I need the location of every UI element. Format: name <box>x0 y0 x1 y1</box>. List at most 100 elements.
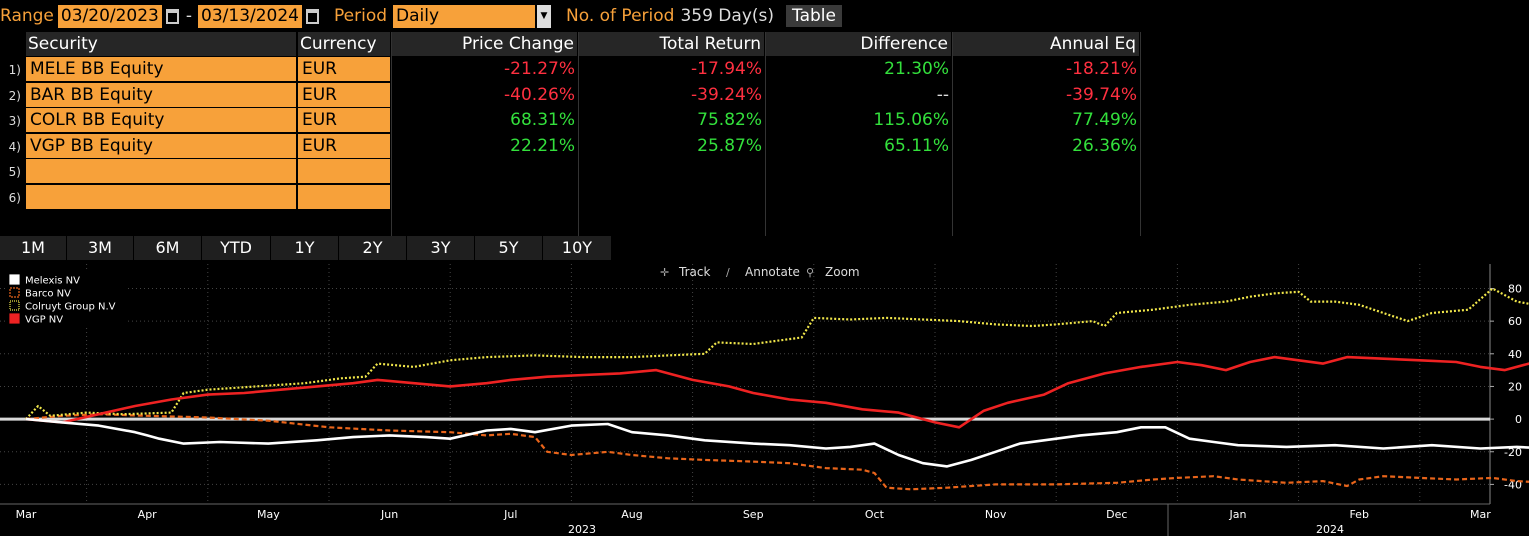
range-label: Range <box>0 6 54 26</box>
calendar-icon[interactable] <box>306 8 319 24</box>
end-date-input[interactable]: 03/13/2024 <box>198 4 302 28</box>
price-change-cell: 68.31% <box>510 110 575 130</box>
track-tool-button[interactable]: Track <box>678 265 710 279</box>
start-date-input[interactable]: 03/20/2023 <box>57 4 162 28</box>
security-cell[interactable]: BAR BB Equity <box>26 83 296 107</box>
period-tabs: 1M 3M 6M YTD 1Y 2Y 3Y 5Y 10Y <box>0 236 1529 260</box>
total-return-cell: -17.94% <box>691 59 762 79</box>
tab-3m[interactable]: 3M <box>67 236 133 260</box>
top-controls: Range 03/20/2023 - 03/13/2024 Period Dai… <box>0 3 1529 29</box>
difference-cell: 21.30% <box>884 59 949 79</box>
tab-6m[interactable]: 6M <box>134 236 201 260</box>
x-tick-label: Jul <box>503 508 517 521</box>
currency-cell[interactable] <box>298 159 390 183</box>
legend <box>6 272 126 328</box>
x-tick-label: Sep <box>743 508 764 521</box>
securities-table: Security Currency Price Change Total Ret… <box>0 32 1529 236</box>
chart-svg[interactable]: 80 60 40 20 0 -20 -40 Mar Apr May Jun Jul Aug Sep Oct N… <box>0 260 1529 536</box>
security-cell[interactable]: MELE BB Equity <box>26 57 296 81</box>
x-tick-label: Jun <box>380 508 398 521</box>
row-number: 6) <box>8 191 21 205</box>
x-tick-label: Apr <box>138 508 158 521</box>
price-change-cell: -40.26% <box>504 85 575 105</box>
security-cell[interactable] <box>26 185 296 209</box>
annual-eq-cell: -39.74% <box>1066 85 1137 105</box>
zoom-icon[interactable]: ⚲ <box>806 266 814 279</box>
table-empty-area <box>1140 32 1529 236</box>
legend-entry[interactable]: Barco NV <box>25 289 71 300</box>
annual-eq-cell: -18.21% <box>1066 59 1137 79</box>
currency-cell[interactable]: EUR <box>298 83 390 107</box>
difference-cell: -- <box>936 85 949 105</box>
range-separator: - <box>185 6 193 26</box>
security-cell[interactable]: VGP BB Equity <box>26 134 296 158</box>
tab-1y[interactable]: 1Y <box>271 236 338 260</box>
tab-1m[interactable]: 1M <box>0 236 66 260</box>
legend-swatch <box>9 313 20 324</box>
legend-swatch <box>9 274 20 285</box>
x-tick-label: Mar <box>16 508 37 521</box>
header-price-change[interactable]: Price Change <box>392 32 577 56</box>
x-tick-label: Feb <box>1349 508 1368 521</box>
currency-cell[interactable]: EUR <box>298 57 390 81</box>
zoom-tool-button[interactable]: Zoom <box>825 265 860 279</box>
header-currency[interactable]: Currency <box>298 32 390 56</box>
x-tick-label: Dec <box>1106 508 1127 521</box>
header-security[interactable]: Security <box>26 32 296 56</box>
header-annual-eq[interactable]: Annual Eq <box>953 32 1139 56</box>
period-label: Period <box>334 6 388 26</box>
y-tick-label: 0 <box>1515 413 1522 426</box>
x-year-label: 2024 <box>1316 523 1344 536</box>
x-tick-label: Oct <box>865 508 885 521</box>
x-tick-label: Nov <box>985 508 1007 521</box>
period-select[interactable]: Daily <box>393 4 536 28</box>
y-tick-label: -40 <box>1504 478 1522 491</box>
x-tick-label: Jan <box>1229 508 1247 521</box>
y-tick-label: 80 <box>1508 282 1522 295</box>
num-periods-value: 359 Day(s) <box>680 6 774 26</box>
x-year-label: 2023 <box>568 523 596 536</box>
annual-eq-cell: 77.49% <box>1072 110 1137 130</box>
legend-entry[interactable]: Melexis NV <box>25 276 80 287</box>
currency-cell[interactable]: EUR <box>298 134 390 158</box>
total-return-cell: -39.24% <box>691 85 762 105</box>
x-tick-label: Aug <box>621 508 642 521</box>
y-tick-label: -20 <box>1504 446 1522 459</box>
table-button[interactable]: Table <box>786 5 842 27</box>
tab-2y[interactable]: 2Y <box>339 236 406 260</box>
track-icon[interactable]: ✛ <box>660 266 669 279</box>
num-periods-label: No. of Period <box>566 6 675 26</box>
annotate-icon[interactable]: ∕ <box>726 266 730 279</box>
difference-cell: 115.06% <box>873 110 949 130</box>
legend-entry[interactable]: Colruyt Group N.V <box>25 302 116 313</box>
price-change-cell: -21.27% <box>504 59 575 79</box>
column-divider <box>391 32 392 236</box>
y-tick-label: 20 <box>1508 380 1522 393</box>
header-total-return[interactable]: Total Return <box>579 32 764 56</box>
calendar-icon[interactable] <box>165 8 179 24</box>
performance-chart: 80 60 40 20 0 -20 -40 Mar Apr May Jun Jul Aug Sep Oct N… <box>0 260 1529 536</box>
row-number: 3) <box>8 114 21 128</box>
legend-swatch <box>9 287 20 298</box>
currency-cell[interactable] <box>298 185 390 209</box>
series-line-melexis-nv <box>25 417 1529 468</box>
header-difference[interactable]: Difference <box>766 32 951 56</box>
column-divider <box>578 32 579 236</box>
currency-cell[interactable]: EUR <box>298 108 390 132</box>
series-line-barco-nv <box>25 413 1529 491</box>
y-tick-label: 60 <box>1508 315 1522 328</box>
legend-entry[interactable]: VGP NV <box>25 315 63 326</box>
row-number: 5) <box>8 165 21 179</box>
tab-3y[interactable]: 3Y <box>407 236 474 260</box>
tab-10y[interactable]: 10Y <box>543 236 611 260</box>
annotate-tool-button[interactable]: Annotate <box>745 265 800 279</box>
row-number: 1) <box>8 63 21 77</box>
tab-5y[interactable]: 5Y <box>475 236 542 260</box>
price-change-cell: 22.21% <box>510 136 575 156</box>
chevron-down-icon[interactable]: ▼ <box>537 4 552 28</box>
security-cell[interactable]: COLR BB Equity <box>26 108 296 132</box>
annual-eq-cell: 26.36% <box>1072 136 1137 156</box>
tab-ytd[interactable]: YTD <box>202 236 270 260</box>
security-cell[interactable] <box>26 159 296 183</box>
column-divider <box>952 32 953 236</box>
